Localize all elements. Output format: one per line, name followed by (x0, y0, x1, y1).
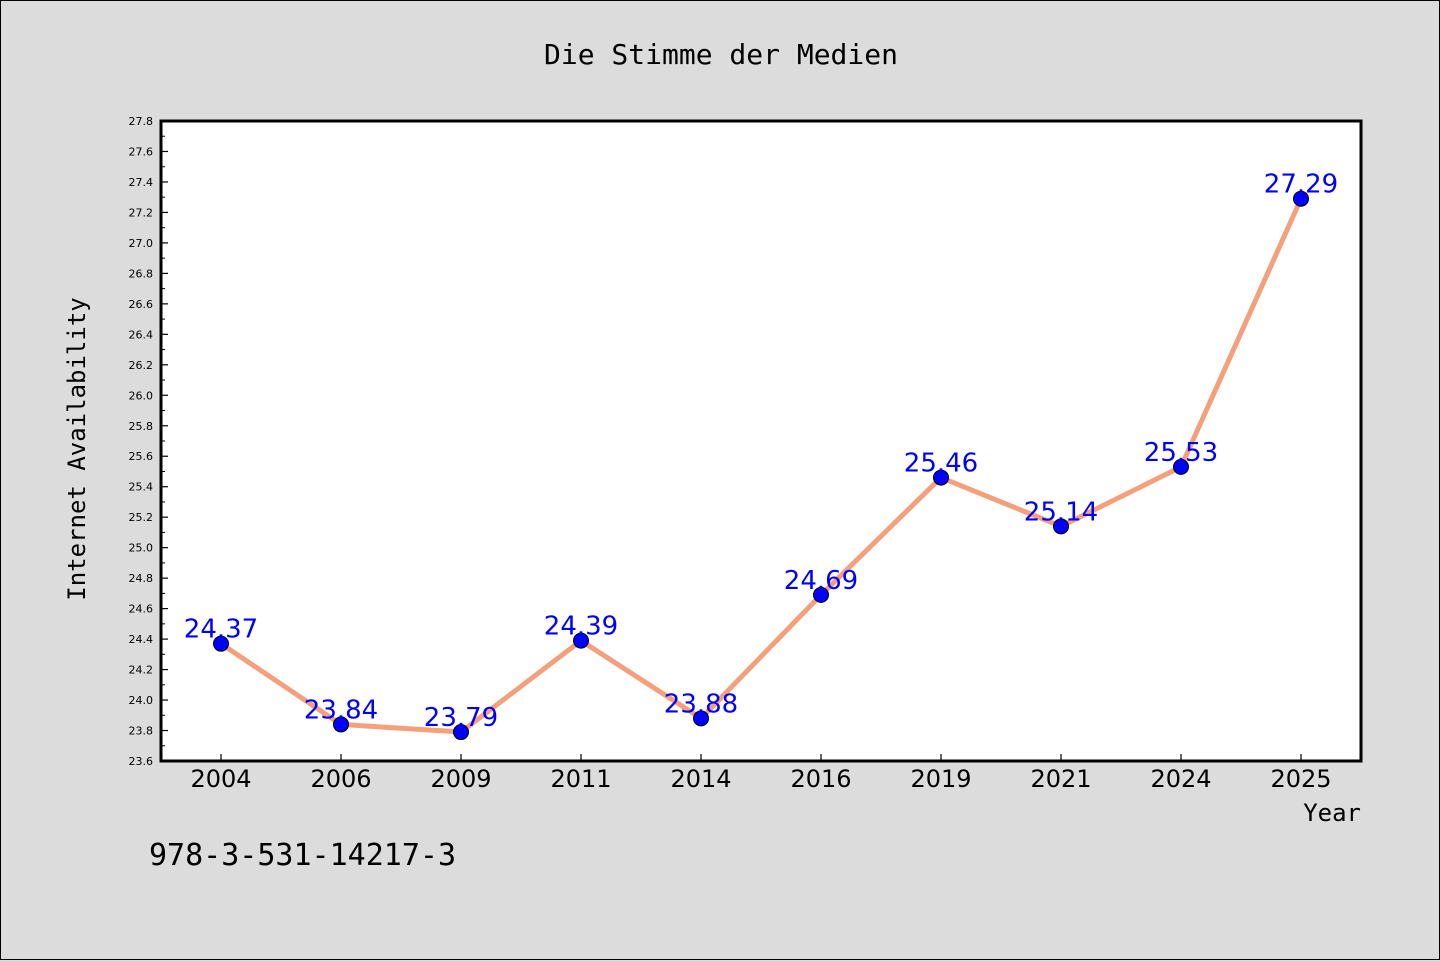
data-label: 23.88 (664, 689, 738, 719)
y-tick-label: 27.2 (129, 206, 154, 219)
x-axis-label: Year (1303, 799, 1361, 827)
series-markers (213, 190, 1309, 741)
y-tick-label: 24.6 (129, 603, 154, 616)
data-point (333, 716, 349, 733)
y-tick-label: 26.4 (129, 328, 154, 341)
data-point (693, 710, 709, 727)
x-tick-label: 2009 (430, 765, 491, 793)
data-label: 25.46 (904, 449, 978, 479)
y-tick-label: 27.6 (129, 145, 154, 158)
data-point (1173, 458, 1189, 475)
data-label: 25.53 (1144, 438, 1218, 468)
x-tick-label: 2004 (190, 765, 251, 793)
x-tick-label: 2011 (550, 765, 611, 793)
y-tick-label: 26.6 (129, 298, 154, 311)
data-point (1293, 190, 1309, 207)
x-axis: 2004 2006 2009 2011 2014 2016 2019 2021 2024 2025 (190, 754, 1332, 793)
x-tick-label: 2024 (1150, 765, 1211, 793)
y-tick-label: 24.4 (129, 633, 154, 646)
data-label: 27.29 (1264, 170, 1338, 200)
y-tick-label: 26.8 (129, 267, 154, 280)
x-tick-label: 2025 (1270, 765, 1331, 793)
y-tick-label: 25.4 (129, 481, 154, 494)
y-axis-label: Internet Availability (63, 297, 91, 600)
y-tick-label: 25.2 (129, 511, 154, 524)
y-tick-label: 24.2 (129, 664, 154, 677)
data-label: 24.39 (544, 612, 618, 642)
x-tick-label: 2019 (910, 765, 971, 793)
y-tick-label: 25.8 (129, 420, 154, 433)
data-label: 23.79 (424, 703, 498, 733)
x-tick-label: 2021 (1030, 765, 1091, 793)
y-tick-label: 26.2 (129, 359, 154, 372)
data-point (1053, 518, 1069, 535)
data-label: 24.37 (184, 615, 258, 645)
y-axis: 23.6 23.8 24.0 24.2 24.4 24.6 24.8 25.0 25.2 25.4… (129, 115, 168, 768)
data-labels: 24.37 23.84 23.79 24.39 23.88 24.69 25.46 25.14… (184, 170, 1338, 733)
y-tick-label: 25.0 (129, 542, 154, 555)
y-tick-label: 24.8 (129, 572, 154, 585)
chart-title: Die Stimme der Medien (544, 38, 898, 71)
y-tick-label: 24.0 (129, 694, 154, 707)
data-label: 24.69 (784, 566, 858, 596)
data-point (813, 586, 829, 603)
x-tick-label: 2016 (790, 765, 851, 793)
data-label: 23.84 (304, 695, 378, 725)
y-tick-label: 27.0 (129, 237, 154, 250)
y-tick-label: 25.6 (129, 450, 154, 463)
x-tick-label: 2014 (670, 765, 731, 793)
data-point (573, 632, 589, 649)
data-label: 25.14 (1024, 497, 1098, 527)
y-tick-label: 23.8 (129, 725, 154, 738)
y-tick-label: 26.0 (129, 389, 154, 402)
x-tick-label: 2006 (310, 765, 371, 793)
isbn-annotation: 978-3-531-14217-3 (149, 838, 456, 873)
data-point (213, 635, 229, 652)
data-point (933, 469, 949, 486)
y-tick-label: 27.4 (129, 176, 154, 189)
y-tick-label: 27.8 (129, 115, 154, 128)
y-tick-label: 23.6 (129, 755, 154, 768)
series-line (218, 196, 1304, 735)
data-point (453, 724, 469, 741)
